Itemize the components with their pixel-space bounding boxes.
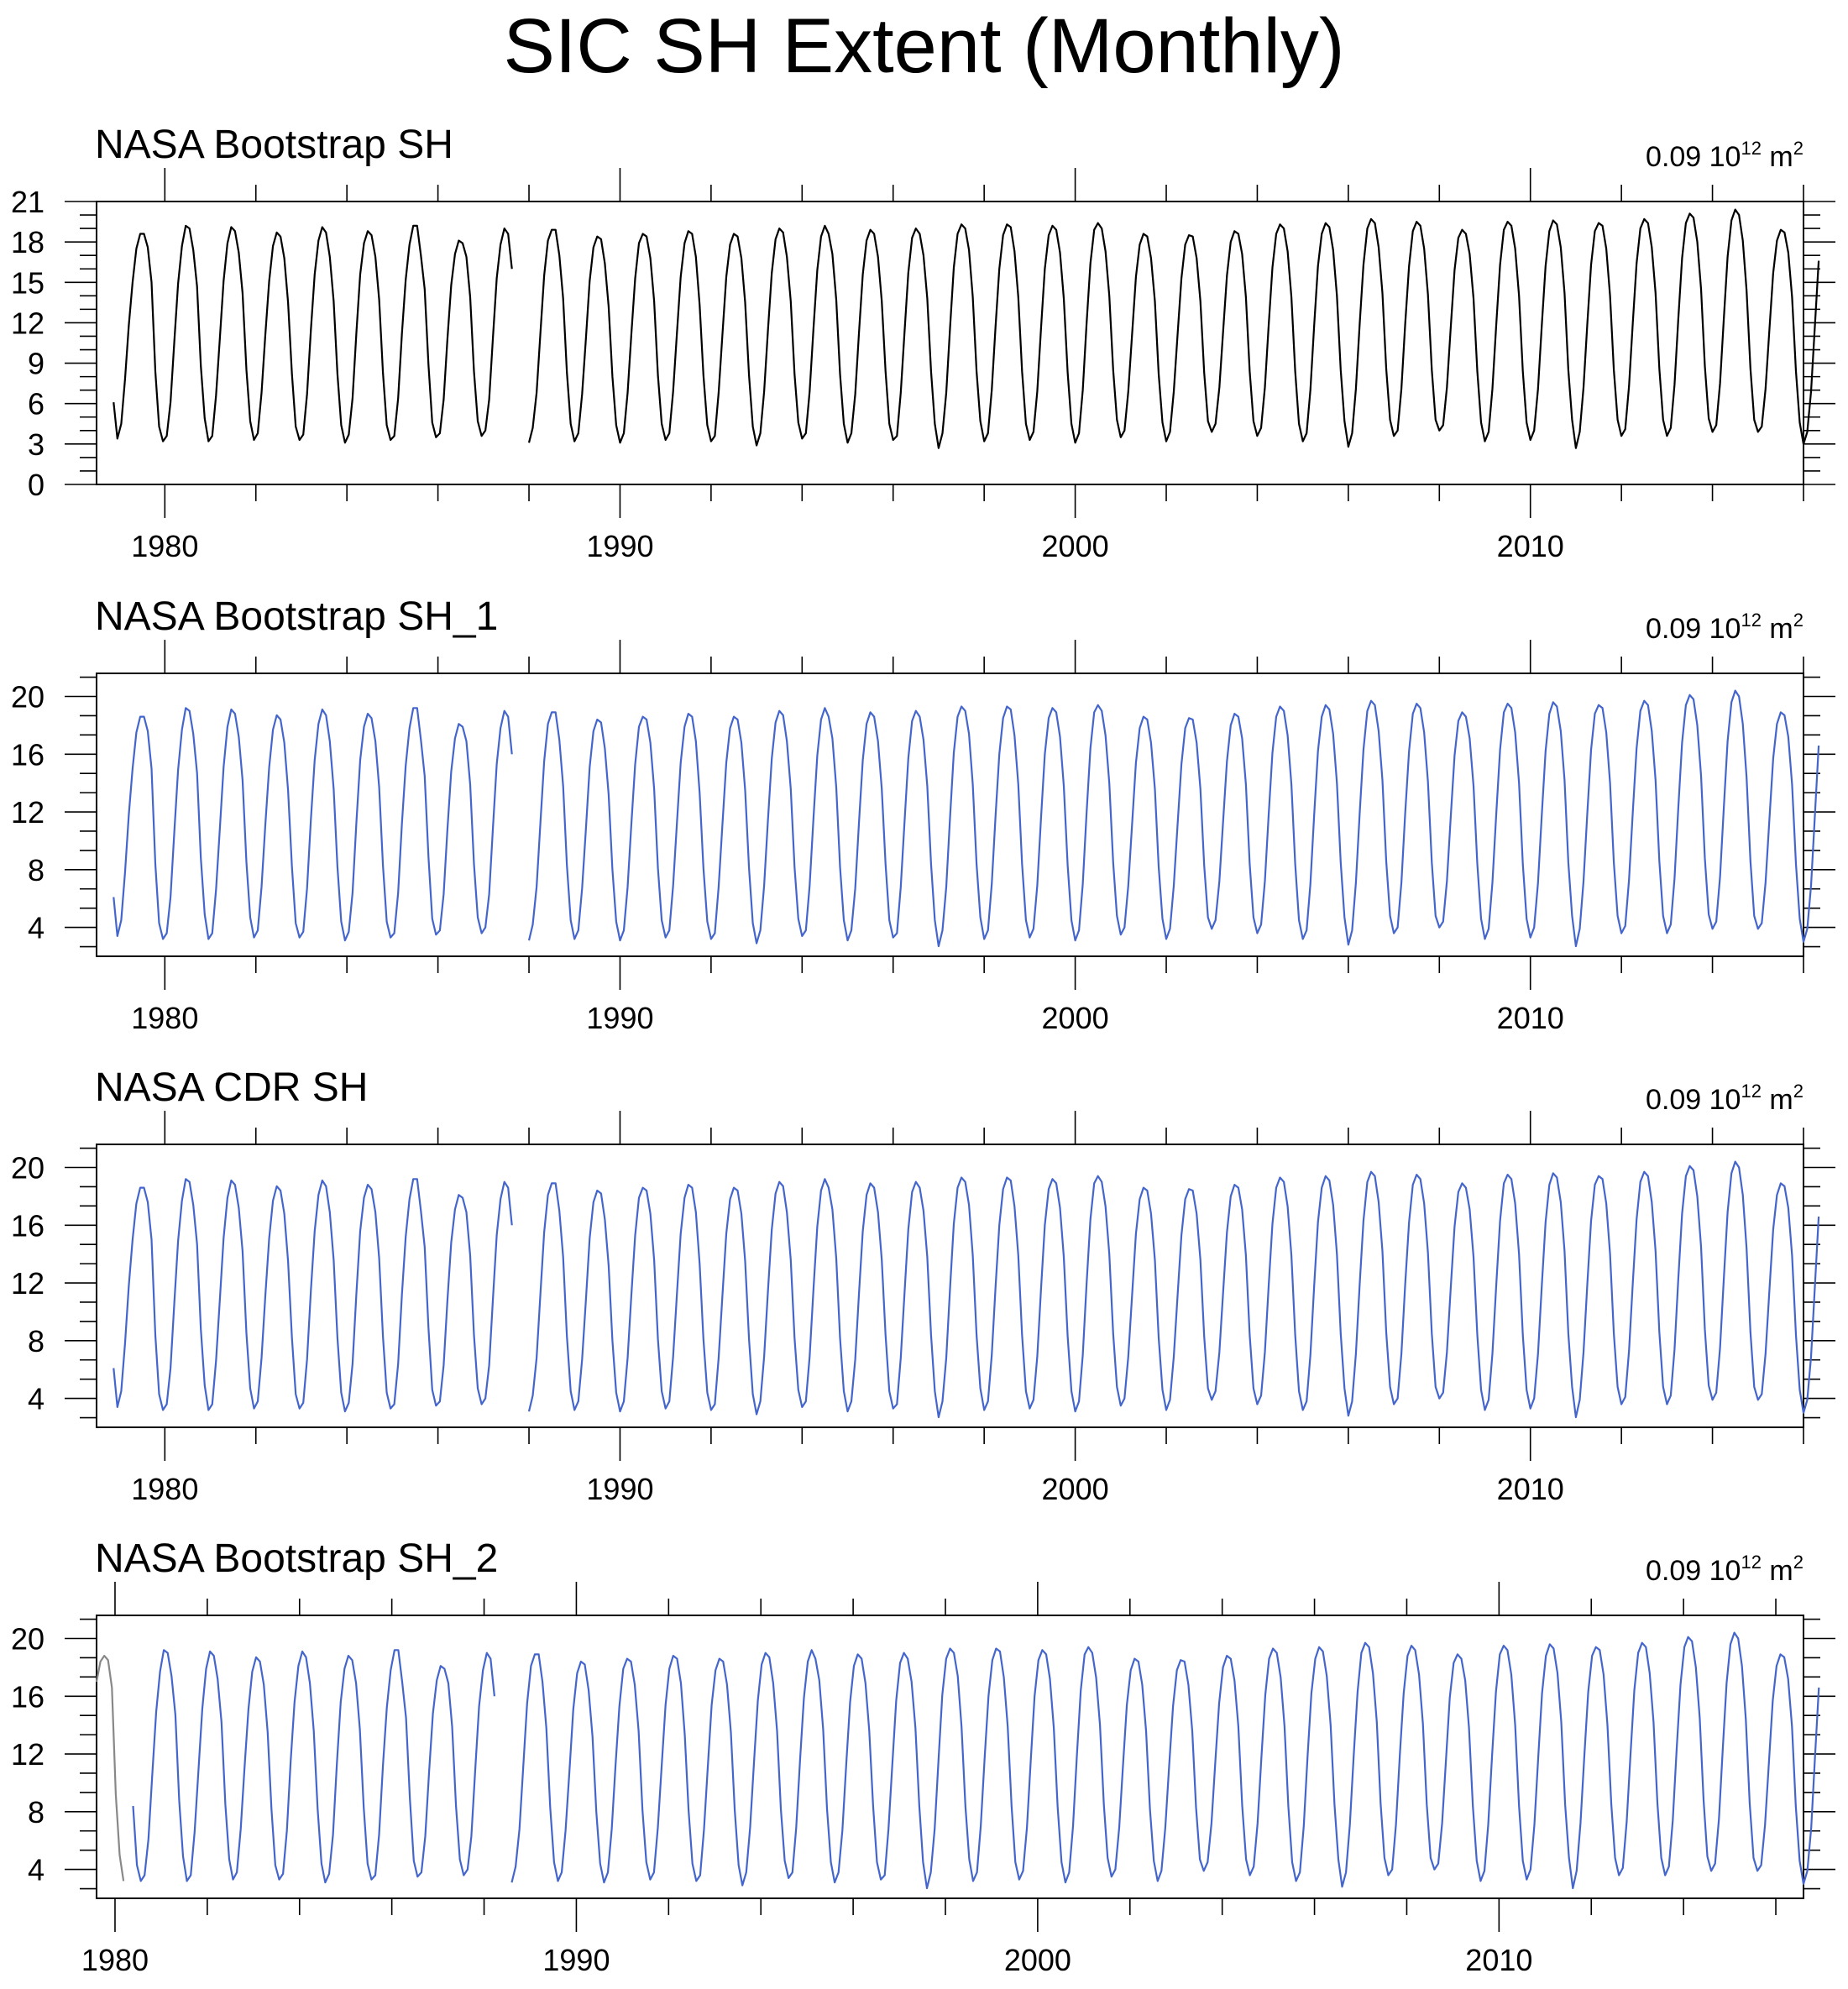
series-line	[527, 689, 1820, 948]
units-unit: m	[1762, 613, 1793, 645]
units-label: 0.09 1012 m2	[1646, 610, 1804, 645]
units-unit: m	[1762, 141, 1793, 173]
y-tick-label: 16	[11, 737, 44, 772]
x-tick-label: 1990	[586, 1001, 653, 1035]
plot-frame	[96, 1144, 1804, 1428]
units-label: 0.09 1012 m2	[1646, 1081, 1804, 1116]
series-line	[510, 1631, 1820, 1890]
series-line	[113, 1178, 513, 1413]
y-tick-label: 15	[11, 265, 44, 300]
units-scale: 0.09 10	[1646, 613, 1741, 645]
x-tick-label: 1980	[81, 1943, 149, 1977]
units-scale: 0.09 10	[1646, 141, 1741, 173]
y-tick-label: 21	[11, 185, 44, 219]
x-tick-label: 2010	[1497, 529, 1564, 563]
x-tick-label: 2010	[1465, 1943, 1532, 1977]
plot-frame	[96, 201, 1804, 485]
y-tick-label: 20	[11, 680, 44, 714]
plot-frame	[96, 673, 1804, 957]
units-exponent: 12	[1741, 1081, 1761, 1102]
series-line	[113, 707, 513, 942]
y-tick-label: 18	[11, 225, 44, 259]
units-unit-exponent: 2	[1793, 610, 1804, 631]
chart-main-title: SIC SH Extent (Monthly)	[503, 3, 1345, 89]
panel-title: NASA Bootstrap SH_2	[95, 1536, 498, 1581]
units-exponent: 12	[1741, 610, 1761, 631]
chart-panel-4: NASA Bootstrap SH_2 0.09 1012 m2481216201…	[11, 1536, 1835, 1977]
units-unit-exponent: 2	[1793, 138, 1804, 159]
y-tick-label: 12	[11, 795, 44, 830]
units-label: 0.09 1012 m2	[1646, 138, 1804, 173]
units-unit-exponent: 2	[1793, 1552, 1804, 1573]
units-exponent: 12	[1741, 1552, 1761, 1573]
y-tick-label: 12	[11, 1737, 44, 1772]
y-tick-label: 8	[28, 853, 44, 887]
y-tick-label: 3	[28, 427, 44, 462]
x-tick-label: 1980	[131, 1001, 198, 1035]
series-line	[113, 224, 513, 444]
series-line	[527, 208, 1820, 449]
y-tick-label: 0	[28, 468, 44, 502]
units-scale: 0.09 10	[1646, 1084, 1741, 1116]
y-tick-label: 8	[28, 1324, 44, 1358]
series-line	[132, 1649, 495, 1884]
units-label: 0.09 1012 m2	[1646, 1552, 1804, 1587]
x-tick-label: 1980	[131, 529, 198, 563]
x-tick-label: 1990	[586, 1472, 653, 1506]
panel-title: NASA CDR SH	[95, 1065, 368, 1110]
y-tick-label: 16	[11, 1679, 44, 1714]
y-tick-label: 12	[11, 306, 44, 340]
units-unit-exponent: 2	[1793, 1081, 1804, 1102]
x-tick-label: 1980	[131, 1472, 198, 1506]
panel-title: NASA Bootstrap SH	[95, 123, 453, 167]
panel-title: NASA Bootstrap SH_1	[95, 594, 498, 639]
units-unit: m	[1762, 1555, 1793, 1587]
chart-panel-1: NASA Bootstrap SH 0.09 1012 m203691215182…	[11, 123, 1835, 563]
y-tick-label: 20	[11, 1151, 44, 1186]
units-unit: m	[1762, 1084, 1793, 1116]
y-tick-label: 4	[28, 1382, 44, 1416]
y-tick-label: 8	[28, 1795, 44, 1829]
x-tick-label: 1990	[586, 529, 653, 563]
y-tick-label: 6	[28, 387, 44, 421]
x-tick-label: 2010	[1497, 1472, 1564, 1506]
x-tick-label: 2000	[1042, 1001, 1109, 1035]
y-tick-label: 20	[11, 1622, 44, 1657]
y-tick-label: 9	[28, 347, 44, 381]
y-tick-label: 4	[28, 911, 44, 945]
x-tick-label: 1990	[542, 1943, 610, 1977]
x-tick-label: 2000	[1004, 1943, 1071, 1977]
y-tick-label: 4	[28, 1853, 44, 1887]
x-tick-label: 2000	[1042, 1472, 1109, 1506]
series-line	[95, 1654, 125, 1882]
y-tick-label: 12	[11, 1266, 44, 1301]
units-scale: 0.09 10	[1646, 1555, 1741, 1587]
x-tick-label: 2010	[1497, 1001, 1564, 1035]
chart-panel-2: NASA Bootstrap SH_1 0.09 1012 m2481216201…	[11, 594, 1835, 1035]
units-exponent: 12	[1741, 138, 1761, 159]
x-tick-label: 2000	[1042, 529, 1109, 563]
series-line	[527, 1160, 1820, 1419]
y-tick-label: 16	[11, 1208, 44, 1243]
plot-frame	[96, 1615, 1804, 1899]
